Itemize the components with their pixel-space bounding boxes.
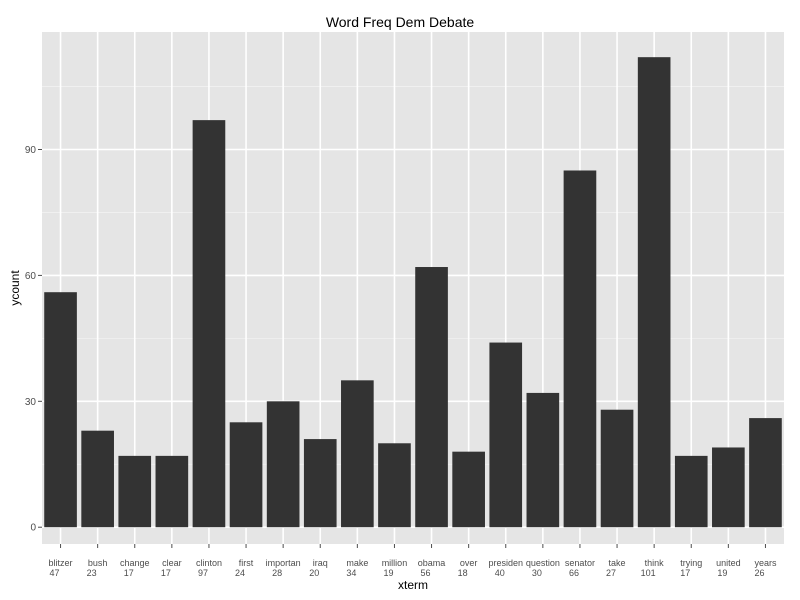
- x-tick-label-count: 66: [569, 568, 579, 578]
- plot-panel: [42, 32, 784, 544]
- x-tick-label-count: 34: [346, 568, 356, 578]
- y-tick-label: 30: [25, 397, 37, 408]
- bar-iraq: [303, 439, 337, 528]
- chart-title: Word Freq Dem Debate: [325, 14, 475, 30]
- x-tick-label-term: million: [382, 558, 408, 568]
- bar-presiden: [489, 342, 523, 528]
- bar-importan: [266, 401, 300, 528]
- bar-trying: [674, 455, 708, 528]
- bar-change: [118, 455, 152, 528]
- x-tick-label-term: iraq: [313, 558, 328, 568]
- x-tick-label-term: question: [526, 558, 560, 568]
- bars: [44, 57, 782, 528]
- x-tick-label-count: 23: [87, 568, 97, 578]
- bar-bush: [81, 430, 114, 528]
- x-tick-label-count: 47: [50, 568, 60, 578]
- x-tick-label-count: 17: [124, 568, 134, 578]
- x-axis-title: xterm: [398, 578, 428, 592]
- bar-clinton: [192, 120, 226, 528]
- x-tick-label-term: presiden: [488, 558, 523, 568]
- x-tick-label-count: 18: [458, 568, 468, 578]
- bar-make: [341, 380, 374, 528]
- x-tick-label-count: 101: [641, 568, 656, 578]
- x-tick-label-term: take: [609, 558, 626, 568]
- x-tick-label-term: trying: [680, 558, 702, 568]
- y-tick-label: 90: [25, 145, 37, 156]
- bar-clear: [155, 455, 189, 528]
- x-tick-label-term: change: [120, 558, 150, 568]
- x-tick-label-term: clinton: [196, 558, 222, 568]
- x-tick-label-count: 30: [532, 568, 542, 578]
- x-tick-label-term: senator: [565, 558, 595, 568]
- bar-united: [712, 447, 745, 528]
- x-tick-label-count: 26: [754, 568, 764, 578]
- bar-obama: [415, 267, 448, 528]
- x-tick-label-count: 19: [717, 568, 727, 578]
- x-tick-label-term: years: [754, 558, 777, 568]
- x-tick-label-count: 19: [383, 568, 393, 578]
- x-tick-label-count: 27: [606, 568, 616, 578]
- y-axis: 0 30 60 90: [25, 145, 42, 534]
- y-tick-label: 60: [25, 271, 37, 282]
- x-tick-label-count: 97: [198, 568, 208, 578]
- x-tick-label-count: 56: [421, 568, 431, 578]
- bar-take: [600, 409, 634, 528]
- bar-question: [526, 392, 560, 528]
- x-axis: blitzer47bush23change17clear17clinton97f…: [49, 544, 777, 578]
- bar-first: [229, 422, 263, 528]
- y-tick-label: 0: [30, 523, 36, 534]
- x-tick-label-term: make: [346, 558, 368, 568]
- x-tick-label-term: importan: [266, 558, 301, 568]
- x-tick-label-term: blitzer: [49, 558, 73, 568]
- x-tick-label-term: over: [460, 558, 478, 568]
- x-tick-label-term: bush: [88, 558, 108, 568]
- x-tick-label-term: united: [716, 558, 741, 568]
- bar-million: [378, 443, 411, 528]
- bar-senator: [563, 170, 597, 528]
- bar-over: [452, 451, 485, 528]
- y-axis-title: ycount: [8, 270, 22, 306]
- x-tick-label-count: 17: [161, 568, 171, 578]
- x-tick-label-term: think: [645, 558, 665, 568]
- x-tick-label-count: 28: [272, 568, 282, 578]
- x-tick-label-term: obama: [418, 558, 446, 568]
- x-tick-label-term: first: [239, 558, 254, 568]
- x-tick-label-count: 17: [680, 568, 690, 578]
- x-tick-label-count: 24: [235, 568, 245, 578]
- x-tick-label-count: 20: [309, 568, 319, 578]
- x-tick-label-count: 40: [495, 568, 505, 578]
- bar-years: [749, 418, 782, 528]
- bar-blitzer: [44, 292, 77, 528]
- x-tick-label-term: clear: [162, 558, 182, 568]
- bar-think: [637, 57, 671, 528]
